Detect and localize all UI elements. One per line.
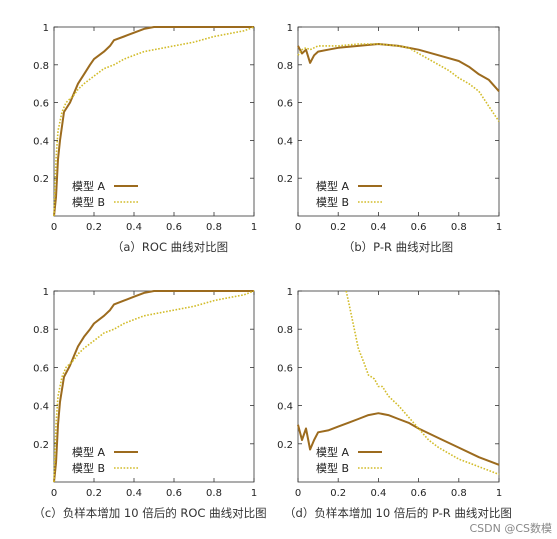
- legend-label: 模型 B: [72, 461, 105, 475]
- x-tick-label: 0.8: [451, 488, 467, 499]
- legend-label: 模型 A: [72, 179, 105, 193]
- panel-caption: （c）负样本增加 10 倍后的 ROC 曲线对比图: [33, 506, 266, 520]
- series-line-model-b: [345, 290, 500, 476]
- x-tick-label: 0.8: [206, 488, 222, 499]
- x-tick-label: 0.4: [126, 222, 142, 233]
- x-tick-label: 0: [295, 222, 301, 233]
- y-tick-label: 0.6: [277, 99, 293, 110]
- y-tick-label: 0.2: [277, 174, 293, 185]
- chart-panel-0: 0 0.2 0.4 0.6 0.8 1 0.2 0.4 0.6 0.8 1 模型 A 模型 B （a）RO…: [33, 23, 257, 254]
- panel-caption: （a）ROC 曲线对比图: [112, 240, 228, 254]
- panel-caption: （d）负样本增加 10 倍后的 P-R 曲线对比图: [284, 506, 512, 520]
- series-line-model-a: [53, 26, 254, 217]
- y-tick-label: 0.2: [33, 440, 49, 451]
- y-tick-label: 0.8: [33, 61, 49, 72]
- chart-panel-2: 0 0.2 0.4 0.6 0.8 1 0.2 0.4 0.6 0.8 1 模型 A 模型 B （c）负样…: [33, 287, 266, 520]
- x-tick-label: 0.2: [86, 222, 102, 233]
- chart-panel-1: 0 0.2 0.4 0.6 0.8 1 0.2 0.4 0.6 0.8 1 模型 A 模型 B （b）P-…: [277, 23, 502, 254]
- y-tick-label: 0.2: [277, 440, 293, 451]
- x-tick-label: 0.4: [370, 488, 386, 499]
- x-tick-label: 1: [496, 222, 502, 233]
- y-tick-label: 1: [43, 287, 49, 298]
- y-tick-label: 0.4: [277, 136, 293, 147]
- y-tick-label: 1: [287, 23, 293, 34]
- x-tick-label: 0.2: [330, 488, 346, 499]
- y-tick-label: 1: [287, 287, 293, 298]
- x-tick-label: 0.2: [330, 222, 346, 233]
- y-tick-label: 0.8: [33, 325, 49, 336]
- y-tick-label: 1: [43, 23, 49, 34]
- x-tick-label: 0.2: [86, 488, 102, 499]
- x-tick-label: 0.8: [451, 222, 467, 233]
- x-tick-label: 0: [51, 488, 57, 499]
- series-line-model-b: [297, 43, 500, 122]
- legend-label: 模型 B: [316, 461, 349, 475]
- x-tick-label: 1: [251, 222, 257, 233]
- legend-label: 模型 A: [72, 445, 105, 459]
- x-tick-label: 0.6: [411, 222, 427, 233]
- series-line-model-b: [53, 26, 255, 217]
- watermark: CSDN @CS数模: [469, 522, 552, 535]
- legend-label: 模型 B: [316, 195, 349, 209]
- y-tick-label: 0.4: [277, 402, 293, 413]
- x-tick-label: 0.6: [166, 222, 182, 233]
- chart-panel-3: 0 0.2 0.4 0.6 0.8 1 0.2 0.4 0.6 0.8 1 模型 A 模型 B （d）负样…: [277, 287, 512, 520]
- legend-label: 模型 A: [316, 179, 349, 193]
- panel-caption: （b）P-R 曲线对比图: [343, 240, 453, 254]
- series-line-model-a: [297, 43, 500, 92]
- legend-label: 模型 A: [316, 445, 349, 459]
- y-tick-label: 0.6: [33, 99, 49, 110]
- series-line-model-b: [53, 290, 255, 483]
- y-tick-label: 0.8: [277, 61, 293, 72]
- x-tick-label: 0.6: [166, 488, 182, 499]
- y-tick-label: 0.4: [33, 136, 49, 147]
- x-tick-label: 1: [496, 488, 502, 499]
- x-tick-label: 1: [251, 488, 257, 499]
- x-tick-label: 0: [51, 222, 57, 233]
- plot-frame: [297, 290, 500, 483]
- y-tick-label: 0.8: [277, 325, 293, 336]
- x-tick-label: 0.8: [206, 222, 222, 233]
- x-tick-label: 0.6: [411, 488, 427, 499]
- y-tick-label: 0.6: [277, 363, 293, 374]
- y-tick-label: 0.4: [33, 402, 49, 413]
- y-tick-label: 0.2: [33, 174, 49, 185]
- series-line-model-a: [297, 412, 500, 466]
- x-tick-label: 0.4: [370, 222, 386, 233]
- y-tick-label: 0.6: [33, 363, 49, 374]
- x-tick-label: 0: [295, 488, 301, 499]
- legend-label: 模型 B: [72, 195, 105, 209]
- x-tick-label: 0.4: [126, 488, 142, 499]
- series-line-model-a: [53, 290, 254, 483]
